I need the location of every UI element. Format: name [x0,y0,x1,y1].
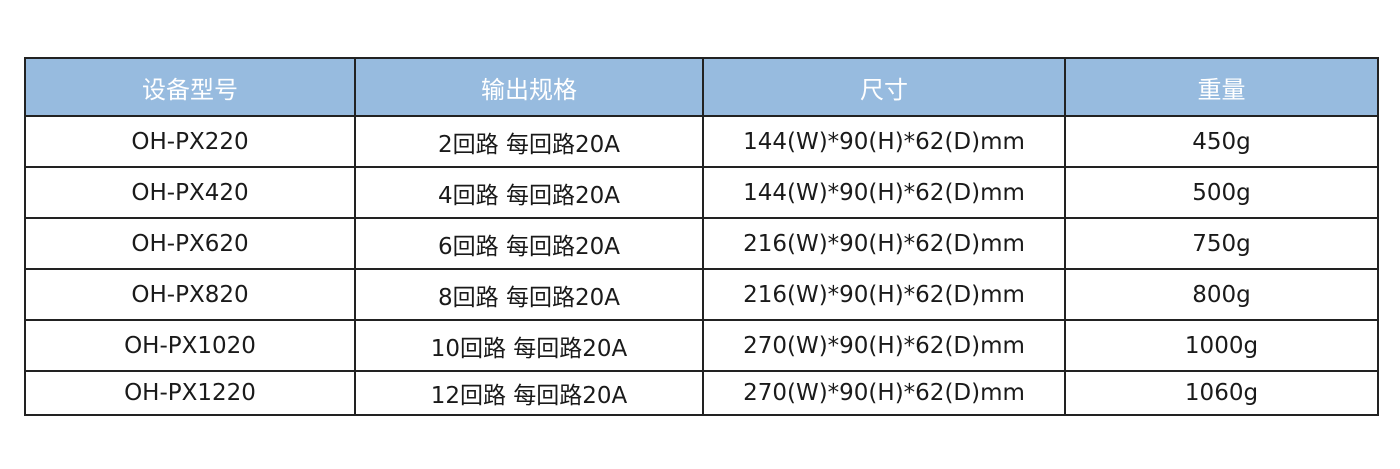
cell-model: OH-PX620 [24,217,356,270]
cell-output: 10回路 每回路20A [354,319,704,372]
cell-model: OH-PX820 [24,268,356,321]
cell-size: 144(W)*90(H)*62(D)mm [702,115,1066,168]
header-row: 设备型号 输出规格 尺寸 重量 [24,57,1379,117]
table-row: OH-PX420 4回路 每回路20A 144(W)*90(H)*62(D)mm 50… [24,166,1379,219]
cell-output: 12回路 每回路20A [354,370,704,416]
cell-weight: 1000g [1064,319,1379,372]
cell-model: OH-PX1020 [24,319,356,372]
table-row: OH-PX1020 10回路 每回路20A 270(W)*90(H)*62(D)mm… [24,319,1379,372]
cell-weight: 1060g [1064,370,1379,416]
table-row: OH-PX820 8回路 每回路20A 216(W)*90(H)*62(D)mm 80… [24,268,1379,321]
header-output: 输出规格 [354,57,704,117]
table-row: OH-PX1220 12回路 每回路20A 270(W)*90(H)*62(D)mm… [24,370,1379,416]
header-size: 尺寸 [702,57,1066,117]
table-row: OH-PX220 2回路 每回路20A 144(W)*90(H)*62(D)mm 45… [24,115,1379,168]
cell-model: OH-PX220 [24,115,356,168]
cell-output: 4回路 每回路20A [354,166,704,219]
cell-model: OH-PX420 [24,166,356,219]
cell-weight: 800g [1064,268,1379,321]
cell-output: 6回路 每回路20A [354,217,704,270]
cell-size: 270(W)*90(H)*62(D)mm [702,319,1066,372]
cell-weight: 750g [1064,217,1379,270]
cell-weight: 500g [1064,166,1379,219]
header-model: 设备型号 [24,57,356,117]
cell-size: 216(W)*90(H)*62(D)mm [702,268,1066,321]
table-row: OH-PX620 6回路 每回路20A 216(W)*90(H)*62(D)mm 75… [24,217,1379,270]
cell-output: 8回路 每回路20A [354,268,704,321]
cell-weight: 450g [1064,115,1379,168]
cell-model: OH-PX1220 [24,370,356,416]
cell-size: 144(W)*90(H)*62(D)mm [702,166,1066,219]
header-weight: 重量 [1064,57,1379,117]
cell-size: 216(W)*90(H)*62(D)mm [702,217,1066,270]
cell-size: 270(W)*90(H)*62(D)mm [702,370,1066,416]
cell-output: 2回路 每回路20A [354,115,704,168]
spec-table: 设备型号 输出规格 尺寸 重量 OH-PX220 2回路 每回路20A 144(W)… [24,57,1379,416]
